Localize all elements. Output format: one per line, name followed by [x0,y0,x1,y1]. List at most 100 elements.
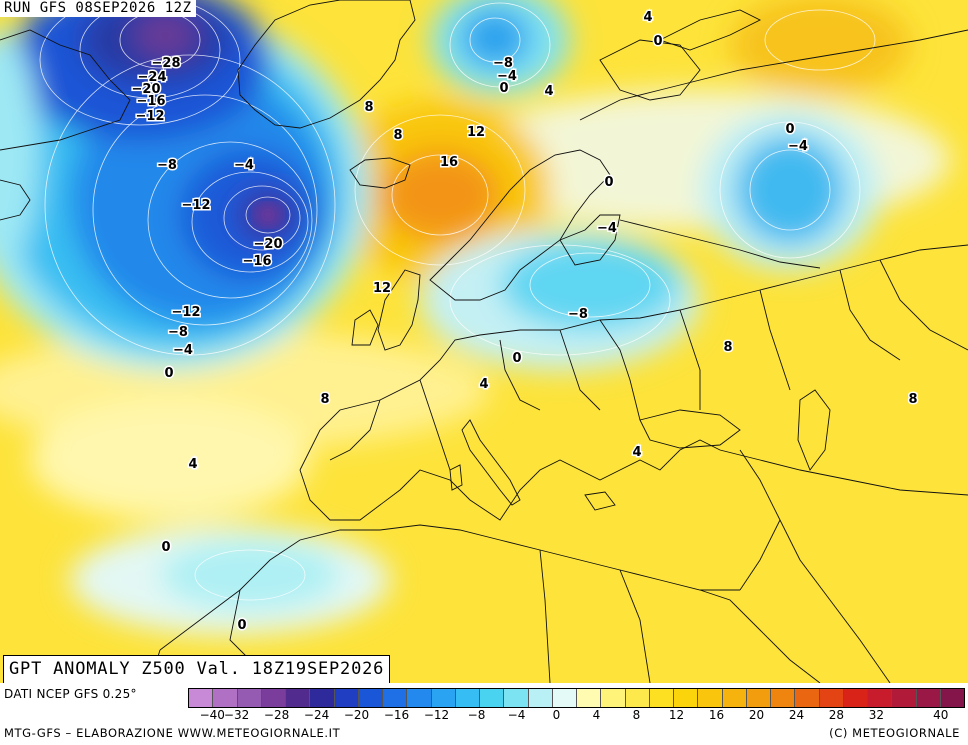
contour-label: −4 [234,158,254,173]
color-scale-swatch [940,689,964,707]
contour-label: −16 [137,94,166,109]
contour-label: −12 [136,109,165,124]
color-scale-tick: 8 [632,708,641,722]
color-scale-swatch [480,689,505,707]
color-scale-swatch [746,689,771,707]
run-label: RUN GFS 08SEP2026 12Z [0,0,196,17]
color-scale-tick: −8 [467,708,486,722]
contour-label: 8 [723,340,732,355]
contour-label: 12 [373,281,391,296]
contour-label: 0 [499,81,508,96]
color-scale-swatch [674,689,699,707]
color-scale-swatch [722,689,747,707]
color-scale-tick: 12 [668,708,685,722]
contour-label: 0 [164,366,173,381]
color-scale-swatch [286,689,311,707]
contour-label: −20 [254,237,283,252]
color-scale-swatch [261,689,286,707]
color-scale-swatch [868,689,893,707]
color-scale-swatch [504,689,529,707]
color-scale-swatch [819,689,844,707]
color-scale-tick: −32 [223,708,250,722]
contour-label: 0 [653,34,662,49]
contour-label: 0 [512,351,521,366]
color-scale-tick: −40 [199,708,225,722]
color-scale-swatch [213,689,238,707]
contour-label: −8 [157,158,177,173]
color-scale-tick: 40 [933,708,949,722]
footer: DATI NCEP GFS 0.25° −40 −32 −28 −24 −20 −16 −1… [0,683,968,745]
contour-label: −4 [788,139,808,154]
color-scale-swatch [601,689,626,707]
color-scale-tick: −24 [303,708,330,722]
contour-label: 4 [544,84,553,99]
color-scale-swatch [892,689,917,707]
data-source: DATI NCEP GFS 0.25° [4,687,137,701]
color-scale-swatch [455,689,480,707]
color-scale [188,688,965,708]
credit-right: (C) METEOGIORNALE [829,726,960,740]
contour-label: −4 [173,343,193,358]
color-scale-swatch [795,689,820,707]
coastlines [0,0,968,683]
contour-label: 4 [188,457,197,472]
contour-label: 0 [604,175,613,190]
contour-label: 8 [320,392,329,407]
contour-label: 4 [643,10,652,25]
color-scale-tick: −4 [507,708,526,722]
contour-label: −12 [182,198,211,213]
color-scale-tick: 20 [748,708,765,722]
contour-label: −24 [138,70,167,85]
contour-label: 0 [161,540,170,555]
color-scale-tick: −28 [263,708,290,722]
color-scale-swatch [237,689,262,707]
contour-label: −28 [152,56,181,71]
color-scale-swatch [577,689,602,707]
color-scale-tick: 4 [592,708,601,722]
color-scale-tick: −12 [423,708,450,722]
contour-label: 8 [393,128,402,143]
color-scale-tick: 24 [788,708,805,722]
color-scale-swatch [189,689,214,707]
color-scale-swatch [649,689,674,707]
contour-label: −8 [493,56,513,71]
color-scale-tick: −20 [343,708,370,722]
contour-label: −16 [243,254,272,269]
color-scale-tick: 32 [868,708,885,722]
color-scale-ticks: −40 −32 −28 −24 −20 −16 −12 −8 −4 0 4 8 12 16 20 24 28 32… [188,708,965,724]
color-scale-swatch [334,689,359,707]
contour-label: −12 [172,305,201,320]
color-scale-swatch [698,689,723,707]
color-scale-swatch [916,689,941,707]
color-scale-tick: 0 [552,708,561,722]
contour-label: 4 [632,445,641,460]
color-scale-swatch [407,689,432,707]
contour-label: 8 [364,100,373,115]
contour-label: 4 [479,377,488,392]
credit-left: MTG-GFS – ELABORAZIONE WWW.METEOGIORNALE… [4,726,341,740]
color-scale-swatch [358,689,383,707]
contour-label: 16 [440,155,458,170]
contour-label: −8 [168,325,188,340]
color-scale-tick: 16 [708,708,725,722]
color-scale-swatch [383,689,408,707]
contour-label: −8 [568,307,588,322]
contour-lines [39,0,876,601]
contour-label: −4 [497,69,517,84]
contour-label: 12 [467,125,485,140]
contour-label: 0 [785,122,794,137]
color-scale-swatch [431,689,456,707]
color-scale-swatch [528,689,553,707]
contour-label: 0 [237,618,246,633]
color-scale-swatch [771,689,796,707]
color-scale-swatch [625,689,650,707]
contour-label: 8 [908,392,917,407]
color-scale-swatch [843,689,868,707]
color-scale-tick: 28 [828,708,845,722]
map-title: GPT ANOMALY Z500 Val. 18Z19SEP2026 [3,655,391,684]
contour-label: −20 [132,82,161,97]
color-scale-tick: −16 [383,708,410,722]
color-scale-swatch [310,689,335,707]
